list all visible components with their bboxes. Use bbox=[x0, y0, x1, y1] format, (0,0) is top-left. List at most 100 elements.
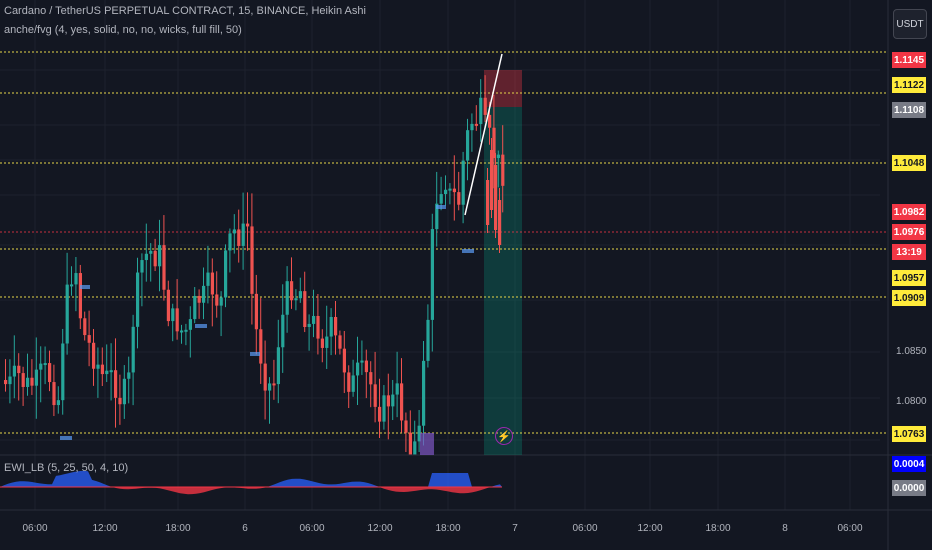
candle-body bbox=[180, 330, 184, 333]
candle-body bbox=[483, 97, 487, 115]
candle-body bbox=[298, 291, 302, 299]
candle-body bbox=[105, 370, 109, 375]
candle-body bbox=[272, 383, 276, 386]
candle-body bbox=[171, 308, 175, 322]
candle-body bbox=[329, 317, 333, 337]
candle-body bbox=[386, 395, 390, 407]
candle-body bbox=[347, 372, 351, 392]
candle-body bbox=[290, 281, 294, 301]
fvg-box bbox=[436, 205, 446, 209]
candle-body bbox=[118, 397, 122, 405]
fvg-box bbox=[250, 352, 260, 356]
candle-body bbox=[166, 289, 170, 322]
candle-body bbox=[435, 203, 439, 230]
candle-body bbox=[486, 180, 490, 225]
time-tick: 06:00 bbox=[837, 523, 863, 534]
candle-body bbox=[325, 336, 329, 348]
candle-body bbox=[342, 348, 346, 373]
candle-body bbox=[395, 383, 399, 395]
candle-body bbox=[175, 308, 179, 332]
symbol-title[interactable]: Cardano / TetherUS PERPETUAL CONTRACT, 1… bbox=[4, 5, 366, 17]
candle-body bbox=[498, 200, 502, 245]
candle-body bbox=[149, 250, 153, 254]
time-tick: 06:00 bbox=[22, 523, 48, 534]
price-label: 1.0976 bbox=[892, 224, 926, 240]
candle-body bbox=[312, 315, 316, 324]
time-tick: 06:00 bbox=[299, 523, 325, 534]
candle-body bbox=[26, 377, 30, 387]
candle-body bbox=[92, 342, 96, 369]
candle-body bbox=[382, 395, 386, 422]
candle-body bbox=[70, 284, 74, 287]
candle-body bbox=[334, 317, 338, 336]
time-tick: 12:00 bbox=[637, 523, 663, 534]
candle-body bbox=[8, 376, 12, 385]
candle-body bbox=[268, 383, 272, 391]
candle-body bbox=[364, 360, 368, 373]
candle-body bbox=[153, 250, 157, 267]
price-label: 13:19 bbox=[892, 244, 926, 260]
candle-body bbox=[373, 384, 377, 407]
currency-button[interactable]: USDT bbox=[893, 9, 927, 39]
candle-body bbox=[263, 363, 267, 391]
candle-body bbox=[474, 123, 478, 126]
oscillator-area-negative bbox=[0, 487, 502, 495]
candle-body bbox=[426, 319, 430, 361]
price-tick: 1.0850 bbox=[896, 346, 927, 357]
candle-body bbox=[87, 335, 91, 343]
candle-body bbox=[52, 382, 56, 406]
oscillator-value-label: 0.0004 bbox=[892, 456, 926, 472]
candle-body bbox=[430, 229, 434, 320]
candle-body bbox=[466, 130, 470, 161]
candle-body bbox=[122, 378, 126, 405]
candle-body bbox=[417, 425, 421, 442]
candle-body bbox=[307, 323, 311, 328]
price-label: 1.1108 bbox=[892, 102, 926, 118]
price-label: 1.0909 bbox=[892, 290, 926, 306]
candle-body bbox=[285, 281, 289, 315]
time-tick: 12:00 bbox=[92, 523, 118, 534]
candle-body bbox=[408, 432, 412, 455]
candle-body bbox=[457, 192, 461, 205]
fvg-box bbox=[80, 285, 90, 289]
candle-body bbox=[369, 372, 373, 385]
candle-body bbox=[254, 293, 258, 330]
price-label: 1.1145 bbox=[892, 52, 926, 68]
candle-body bbox=[30, 377, 34, 386]
price-label: 1.1048 bbox=[892, 155, 926, 171]
time-tick: 18:00 bbox=[435, 523, 461, 534]
candle-body bbox=[250, 226, 254, 294]
candle-body bbox=[131, 326, 135, 373]
stop-loss-zone bbox=[484, 70, 522, 107]
price-label: 1.0957 bbox=[892, 270, 926, 286]
candle-body bbox=[12, 365, 16, 377]
candle-body bbox=[144, 253, 148, 261]
indicator-legend-fvg[interactable]: anche/fvg (4, yes, solid, no, no, wicks,… bbox=[4, 24, 242, 36]
candle-body bbox=[17, 365, 21, 374]
indicator-legend-ewi[interactable]: EWI_LB (5, 25, 50, 4, 10) bbox=[4, 462, 129, 474]
candle-body bbox=[109, 370, 113, 373]
time-tick: 6 bbox=[242, 523, 248, 534]
candle-body bbox=[78, 273, 82, 319]
candle-body bbox=[303, 291, 307, 328]
candle-body bbox=[96, 364, 100, 369]
candle-body bbox=[237, 229, 241, 246]
flash-icon[interactable]: ⚡ bbox=[495, 427, 513, 445]
candle-body bbox=[338, 335, 342, 349]
time-tick: 12:00 bbox=[367, 523, 393, 534]
candle-body bbox=[184, 329, 188, 332]
candle-body bbox=[470, 123, 474, 131]
candle-body bbox=[259, 329, 263, 364]
candle-body bbox=[4, 380, 8, 385]
time-tick: 06:00 bbox=[572, 523, 598, 534]
candle-body bbox=[400, 383, 404, 421]
time-tick: 7 bbox=[512, 523, 518, 534]
time-tick: 18:00 bbox=[705, 523, 731, 534]
candle-body bbox=[83, 318, 87, 336]
time-axis[interactable]: 06:00 12:00 18:00 6 06:00 12:00 18:00 7 06:00 12:… bbox=[0, 510, 880, 550]
candle-body bbox=[281, 314, 285, 348]
time-tick: 8 bbox=[782, 523, 788, 534]
candle-body bbox=[294, 298, 298, 301]
